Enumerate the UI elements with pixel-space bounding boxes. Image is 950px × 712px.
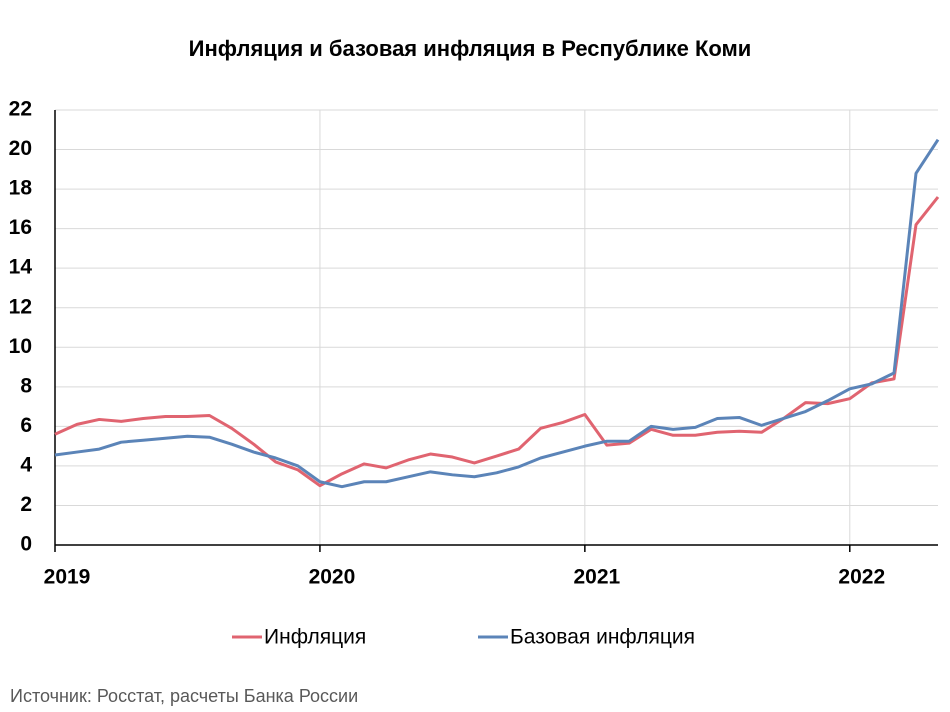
y-tick-label: 6 (20, 414, 32, 437)
y-tick-label: 4 (20, 453, 32, 476)
y-tick-label: 18 (9, 177, 33, 200)
x-tick-label: 2020 (309, 566, 356, 589)
y-tick-label: 10 (9, 335, 32, 358)
y-tick-label: 12 (9, 295, 32, 318)
y-tick-label: 2 (20, 493, 32, 516)
data-line (54, 196, 940, 488)
source-note: Источник: Росстат, расчеты Банка России (10, 686, 358, 706)
x-tick-label: 2019 (44, 566, 91, 589)
y-tick-label: 16 (9, 216, 32, 239)
y-tick-label: 20 (9, 137, 32, 160)
x-tick-label: 2021 (573, 566, 620, 589)
chart-title: Инфляция и базовая инфляция в Республике… (189, 36, 752, 61)
legend-label: Базовая инфляция (510, 626, 695, 649)
y-tick-label: 14 (9, 256, 33, 279)
y-tick-label: 8 (20, 374, 32, 397)
data-line (54, 138, 940, 489)
x-tick-label: 2022 (838, 566, 885, 589)
y-tick-label: 0 (20, 533, 32, 556)
legend-label: Инфляция (264, 626, 366, 649)
y-tick-label: 22 (9, 98, 32, 121)
